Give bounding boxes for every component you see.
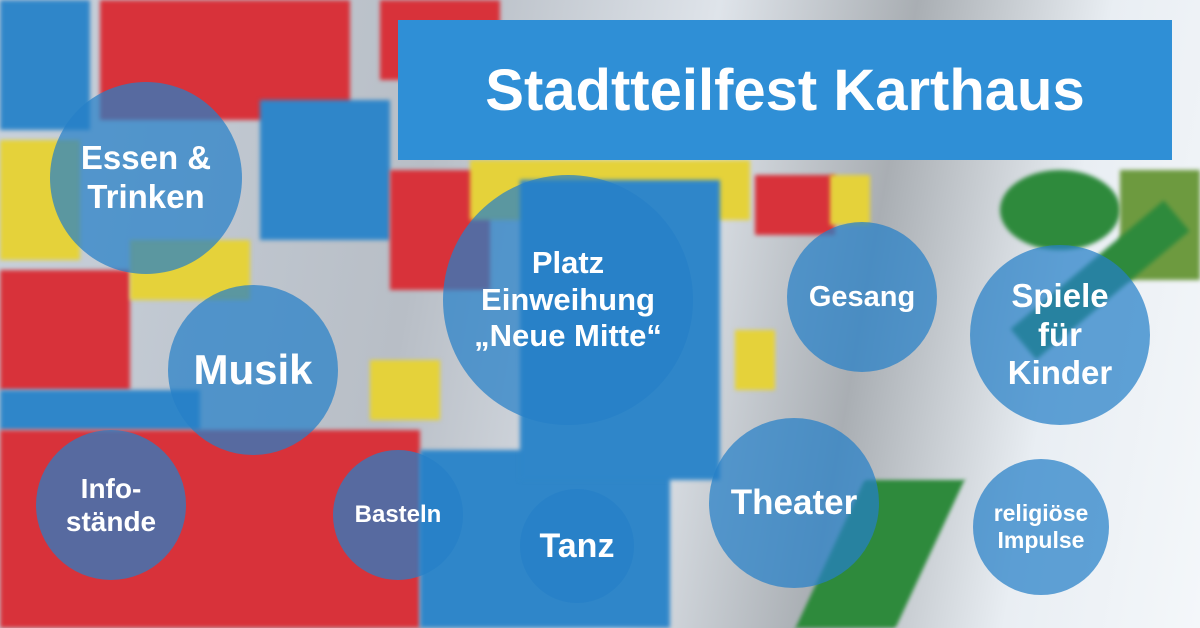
bubble-religioese-impulse: religiöse Impulse: [973, 459, 1109, 595]
bubble-platz-einweihung: Platz Einweihung „Neue Mitte“: [443, 175, 693, 425]
bubble-label: religiöse Impulse: [993, 499, 1089, 553]
bubble-basteln: Basteln: [333, 450, 463, 580]
bubble-label: Musik: [193, 346, 313, 394]
title-banner: Stadtteilfest Karthaus: [398, 20, 1172, 160]
bubble-essen-trinken: Essen & Trinken: [50, 82, 242, 274]
bubble-infostaende: Info- stände: [36, 430, 186, 580]
bubble-musik: Musik: [168, 285, 338, 455]
bubble-spiele-fuer-kinder: Spiele für Kinder: [970, 245, 1150, 425]
bubble-label: Essen & Trinken: [80, 139, 212, 215]
bubble-theater: Theater: [709, 418, 879, 588]
event-title: Stadtteilfest Karthaus: [485, 57, 1085, 123]
bubble-label: Theater: [730, 483, 858, 523]
bubble-tanz: Tanz: [520, 489, 634, 603]
bubble-label: Tanz: [539, 526, 615, 565]
bubble-label: Basteln: [354, 500, 442, 528]
bubble-gesang: Gesang: [787, 222, 937, 372]
bubble-label: Platz Einweihung „Neue Mitte“: [474, 245, 662, 354]
bubble-label: Gesang: [808, 280, 916, 313]
bubble-label: Spiele für Kinder: [1007, 276, 1113, 392]
bubble-label: Info- stände: [65, 472, 157, 537]
